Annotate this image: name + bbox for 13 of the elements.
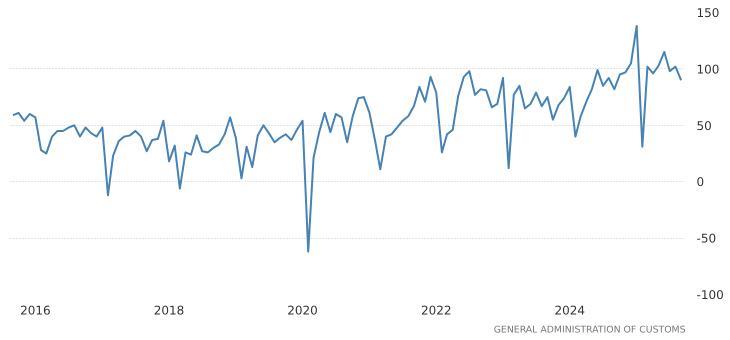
x-tick-label: 2018 bbox=[154, 304, 184, 318]
text: GENERAL ADMINISTRATION OF CUSTOMS bbox=[494, 324, 686, 336]
x-tick-label: 2022 bbox=[420, 304, 452, 318]
x-tick-label: 2024 bbox=[554, 304, 586, 318]
x-tick-label: 2016 bbox=[20, 304, 51, 318]
y-tick-label: 0 bbox=[696, 175, 704, 190]
line-series bbox=[12, 25, 682, 253]
y-tick-label: -50 bbox=[696, 232, 716, 246]
y-tick-label: 150 bbox=[696, 6, 720, 20]
y-tick-label: -100 bbox=[696, 288, 724, 302]
x-tick-label: 2020 bbox=[287, 304, 318, 318]
y-tick-label: 100 bbox=[696, 62, 720, 76]
y-tick-label: 50 bbox=[696, 118, 712, 133]
